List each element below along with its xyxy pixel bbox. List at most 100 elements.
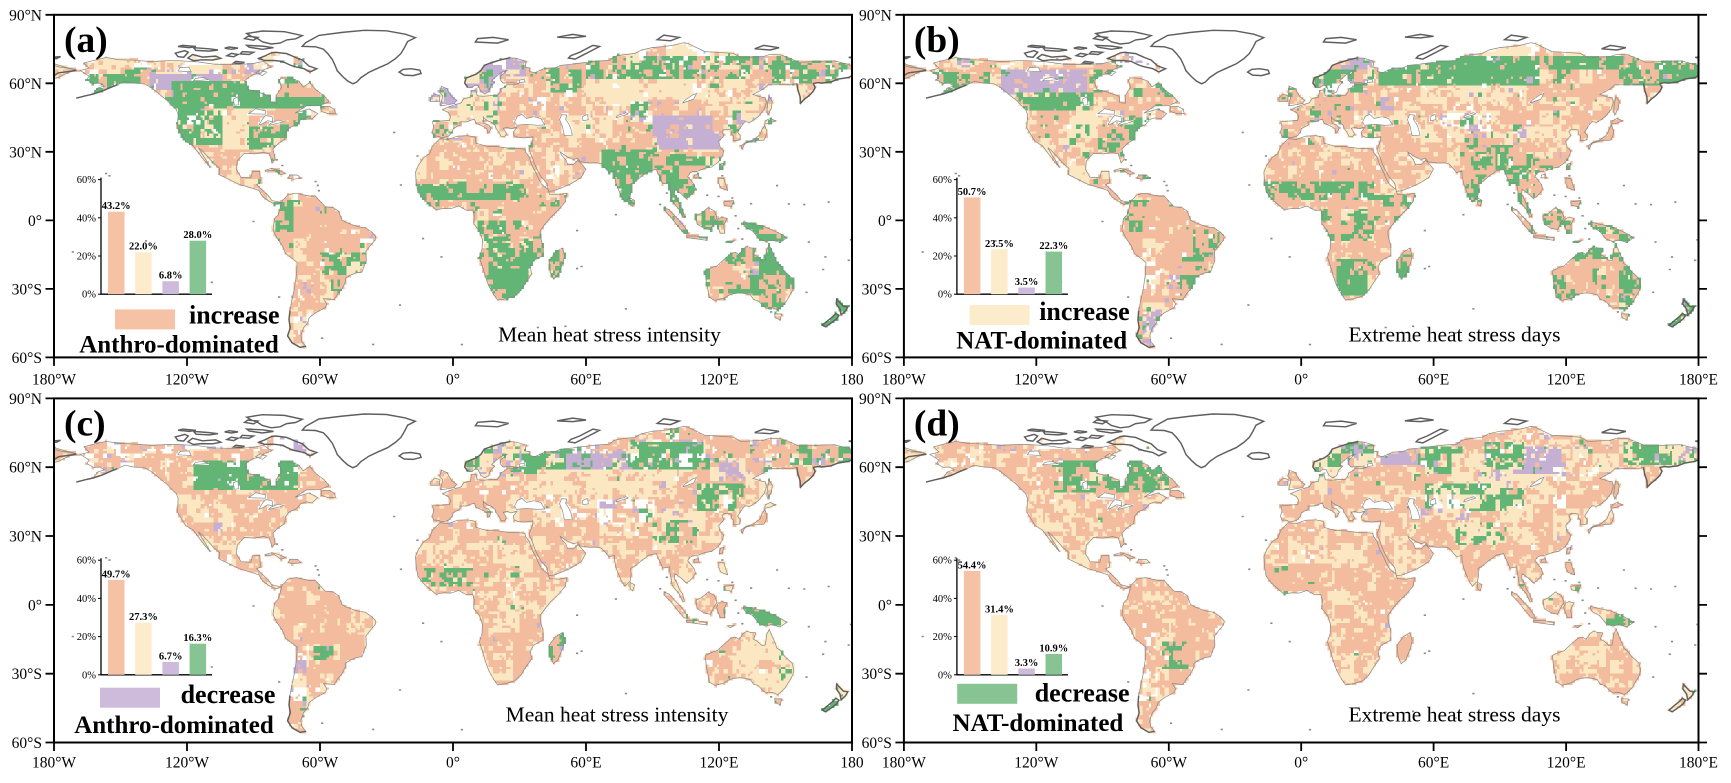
svg-text:60°N: 60°N xyxy=(859,460,892,477)
svg-text:0°: 0° xyxy=(1294,371,1308,388)
svg-text:60%: 60% xyxy=(933,175,953,186)
svg-text:6.7%: 6.7% xyxy=(159,652,183,663)
svg-text:180: 180 xyxy=(840,755,864,772)
svg-text:(c): (c) xyxy=(64,403,106,444)
svg-text:180°W: 180°W xyxy=(882,755,926,772)
svg-text:60°S: 60°S xyxy=(12,735,42,752)
svg-text:0°: 0° xyxy=(878,213,892,230)
svg-text:180°W: 180°W xyxy=(32,371,76,388)
svg-text:(d): (d) xyxy=(914,403,960,444)
svg-text:Anthro-dominated: Anthro-dominated xyxy=(74,712,274,739)
svg-text:40%: 40% xyxy=(77,213,97,224)
svg-text:54.4%: 54.4% xyxy=(958,560,987,571)
svg-text:30°N: 30°N xyxy=(859,529,892,546)
svg-text:16.3%: 16.3% xyxy=(183,633,212,644)
svg-text:(a): (a) xyxy=(64,20,108,61)
svg-text:60°N: 60°N xyxy=(9,76,42,93)
svg-text:60°W: 60°W xyxy=(302,755,339,772)
svg-text:increase: increase xyxy=(189,300,280,329)
svg-text:43.2%: 43.2% xyxy=(102,201,131,212)
svg-text:180°W: 180°W xyxy=(32,755,76,772)
svg-text:0°: 0° xyxy=(446,371,460,388)
svg-text:120°W: 120°W xyxy=(1014,755,1058,772)
svg-text:27.3%: 27.3% xyxy=(129,612,158,623)
svg-text:60%: 60% xyxy=(77,175,97,186)
svg-text:49.7%: 49.7% xyxy=(102,569,131,580)
svg-text:23.5%: 23.5% xyxy=(985,239,1014,250)
svg-text:60°N: 60°N xyxy=(9,460,42,477)
svg-text:30°N: 30°N xyxy=(9,144,42,161)
svg-text:180°W: 180°W xyxy=(882,371,926,388)
svg-text:3.5%: 3.5% xyxy=(1015,277,1039,288)
svg-text:30°N: 30°N xyxy=(9,529,42,546)
svg-text:increase: increase xyxy=(1039,297,1130,326)
svg-text:180: 180 xyxy=(840,371,864,388)
svg-text:60°E: 60°E xyxy=(570,371,601,388)
svg-text:60°W: 60°W xyxy=(302,371,339,388)
svg-text:6.8%: 6.8% xyxy=(159,271,183,282)
svg-text:Extreme heat stress days: Extreme heat stress days xyxy=(1349,703,1561,727)
svg-text:60°W: 60°W xyxy=(1151,755,1188,772)
svg-text:120°E: 120°E xyxy=(1547,371,1586,388)
svg-text:30°S: 30°S xyxy=(12,666,42,683)
svg-text:60°S: 60°S xyxy=(862,350,892,367)
svg-text:50.7%: 50.7% xyxy=(958,187,987,198)
svg-text:60°S: 60°S xyxy=(12,350,42,367)
svg-text:20%: 20% xyxy=(77,632,97,643)
svg-text:(b): (b) xyxy=(914,20,960,61)
svg-text:31.4%: 31.4% xyxy=(985,604,1014,615)
svg-text:60°E: 60°E xyxy=(1418,371,1449,388)
svg-text:decrease: decrease xyxy=(181,680,276,709)
svg-text:0°: 0° xyxy=(878,597,892,614)
svg-text:20%: 20% xyxy=(933,632,953,643)
svg-text:40%: 40% xyxy=(77,594,97,605)
svg-text:30°S: 30°S xyxy=(12,281,42,298)
svg-text:90°N: 90°N xyxy=(9,7,42,24)
svg-text:NAT-dominated: NAT-dominated xyxy=(952,710,1123,737)
svg-text:Anthro-dominated: Anthro-dominated xyxy=(79,331,279,358)
svg-text:30°S: 30°S xyxy=(862,281,892,298)
svg-text:20%: 20% xyxy=(933,252,953,263)
svg-text:0°: 0° xyxy=(1294,755,1308,772)
svg-text:120°E: 120°E xyxy=(1547,755,1586,772)
svg-text:Mean heat stress intensity: Mean heat stress intensity xyxy=(506,703,729,727)
svg-text:120°W: 120°W xyxy=(165,755,209,772)
svg-text:60°S: 60°S xyxy=(862,735,892,752)
svg-text:28.0%: 28.0% xyxy=(183,230,212,241)
svg-text:NAT-dominated: NAT-dominated xyxy=(956,328,1127,355)
svg-text:60°N: 60°N xyxy=(859,76,892,93)
svg-text:0%: 0% xyxy=(938,290,952,301)
svg-text:60°W: 60°W xyxy=(1151,371,1188,388)
svg-text:120°E: 120°E xyxy=(700,371,739,388)
svg-text:20%: 20% xyxy=(77,252,97,263)
svg-text:0°: 0° xyxy=(28,597,42,614)
svg-text:30°N: 30°N xyxy=(859,144,892,161)
svg-text:10.9%: 10.9% xyxy=(1039,644,1068,655)
svg-text:90°N: 90°N xyxy=(9,391,42,408)
svg-text:120°E: 120°E xyxy=(700,755,739,772)
svg-text:120°W: 120°W xyxy=(165,371,209,388)
svg-text:Extreme heat stress days: Extreme heat stress days xyxy=(1349,322,1561,346)
svg-text:60%: 60% xyxy=(77,556,97,567)
svg-text:90°N: 90°N xyxy=(859,391,892,408)
svg-text:30°S: 30°S xyxy=(862,666,892,683)
svg-text:60°E: 60°E xyxy=(1418,755,1449,772)
svg-text:60%: 60% xyxy=(933,556,953,567)
svg-text:3.3%: 3.3% xyxy=(1015,658,1039,669)
svg-text:22.0%: 22.0% xyxy=(129,242,158,253)
svg-text:decrease: decrease xyxy=(1035,679,1130,708)
svg-text:0%: 0% xyxy=(82,290,96,301)
svg-text:40%: 40% xyxy=(933,213,953,224)
svg-text:180°E: 180°E xyxy=(1679,755,1718,772)
svg-text:40%: 40% xyxy=(933,594,953,605)
svg-text:90°N: 90°N xyxy=(859,7,892,24)
svg-text:0%: 0% xyxy=(938,670,952,681)
svg-text:120°W: 120°W xyxy=(1014,371,1058,388)
svg-text:22.3%: 22.3% xyxy=(1039,241,1068,252)
svg-text:Mean heat stress intensity: Mean heat stress intensity xyxy=(498,322,721,346)
svg-text:0°: 0° xyxy=(446,755,460,772)
svg-text:0°: 0° xyxy=(28,213,42,230)
svg-text:180°E: 180°E xyxy=(1679,371,1718,388)
svg-text:60°E: 60°E xyxy=(570,755,601,772)
svg-text:0%: 0% xyxy=(82,670,96,681)
